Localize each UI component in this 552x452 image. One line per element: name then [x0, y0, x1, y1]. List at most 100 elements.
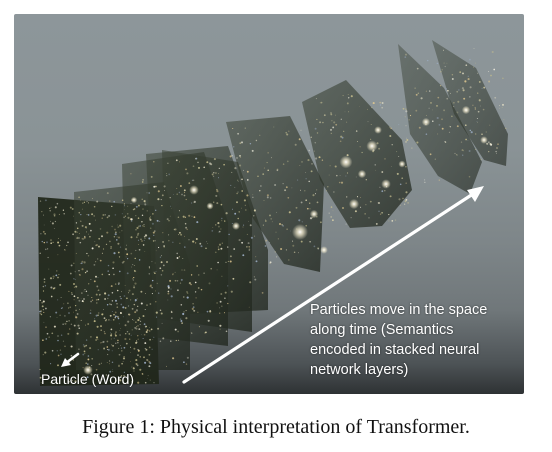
particle-dot [143, 239, 145, 241]
particle-dot [143, 333, 146, 336]
bright-particle [292, 224, 308, 240]
particle-dot [261, 291, 264, 294]
particle-dot [110, 344, 113, 346]
particle-dot [109, 370, 112, 373]
particle-dot [453, 106, 455, 108]
particle-word-label: Particle (Word) [41, 371, 135, 387]
particle-dot [456, 90, 459, 93]
particle-dot [216, 188, 218, 191]
particle-dot [378, 210, 380, 212]
particle-dot [170, 295, 173, 298]
particle-dot [170, 311, 173, 314]
particle-dot [126, 330, 129, 333]
particle-dot [411, 147, 413, 149]
particle-dot [91, 198, 93, 200]
particle-dot [153, 160, 155, 163]
particle-dot [343, 130, 345, 132]
particle-dot [46, 332, 49, 335]
particle-dot [405, 125, 407, 127]
particle-dot [81, 268, 84, 271]
particle-dot [330, 215, 333, 218]
particle-dot [172, 357, 175, 360]
particle-dot [285, 186, 288, 189]
particle-dot [438, 179, 440, 181]
particle-dot [237, 181, 239, 182]
particle-dot [218, 173, 219, 175]
particle-dot [123, 355, 125, 358]
particle-dot [81, 260, 84, 263]
particle-dot [481, 133, 483, 135]
particle-dot [389, 134, 392, 138]
particle-dot [39, 376, 42, 379]
particle-dot [224, 220, 226, 222]
particle-dot [176, 289, 179, 292]
particle-dot [389, 195, 392, 198]
particle-dot [401, 177, 404, 180]
particle-dot [197, 311, 199, 313]
particle-dot [200, 288, 203, 291]
particle-dot [183, 194, 186, 197]
particle-dot [215, 224, 217, 226]
particle-dot [112, 267, 114, 269]
particle-dot [119, 330, 121, 331]
particle-dot [139, 356, 141, 358]
particle-dot [135, 205, 138, 208]
particle-dot [316, 118, 318, 120]
particle-dot [469, 96, 471, 98]
particle-dot [341, 136, 344, 139]
bright-particle [398, 160, 406, 168]
particle-dot [159, 220, 161, 222]
particle-dot [54, 220, 57, 223]
particle-dot [263, 200, 265, 201]
particle-dot [131, 293, 134, 296]
particle-dot [402, 107, 405, 110]
particle-dot [126, 212, 129, 215]
particle-dot [344, 111, 346, 113]
particle-dot [182, 258, 184, 259]
particle-dot [499, 107, 501, 109]
particle-dot [477, 122, 478, 124]
particle-dot [239, 164, 242, 167]
particle-dot [53, 325, 56, 328]
particle-dot [120, 297, 122, 300]
particle-dot [180, 320, 183, 322]
particle-dot [418, 126, 421, 129]
particle-dot [91, 297, 93, 298]
particle-dot [458, 89, 460, 91]
particle-dot [167, 290, 170, 293]
particle-dot [51, 222, 54, 225]
particle-dot [155, 209, 157, 211]
particle-dot [236, 201, 238, 204]
particle-dot [432, 109, 433, 111]
particle-dot [495, 150, 497, 153]
particle-dot [181, 193, 183, 196]
particle-dot [282, 183, 284, 185]
particle-dot [146, 192, 148, 194]
particle-dot [110, 320, 112, 321]
particle-dot [310, 136, 312, 138]
particle-dot [88, 283, 90, 285]
particle-dot [322, 121, 324, 124]
particle-dot [106, 303, 109, 306]
particle-dot [125, 342, 128, 345]
particle-dot [379, 213, 382, 215]
particle-dot [403, 203, 406, 205]
particle-dot [116, 303, 118, 305]
particle-dot [501, 103, 505, 106]
particle-dot [120, 303, 123, 306]
particle-dot [424, 179, 426, 181]
particle-dot [191, 179, 193, 181]
particle-dot [210, 163, 213, 166]
particle-dot [85, 362, 87, 364]
particle-dot [57, 299, 59, 301]
particle-dot [290, 230, 291, 232]
particle-dot [139, 324, 141, 326]
particle-dot [178, 231, 181, 234]
particle-dot [183, 296, 185, 298]
particle-dot [167, 292, 170, 295]
particle-dot [100, 362, 102, 364]
particle-dot [184, 235, 185, 237]
particle-dot [42, 214, 44, 216]
particle-dot [113, 273, 115, 276]
particle-dot [253, 215, 255, 217]
